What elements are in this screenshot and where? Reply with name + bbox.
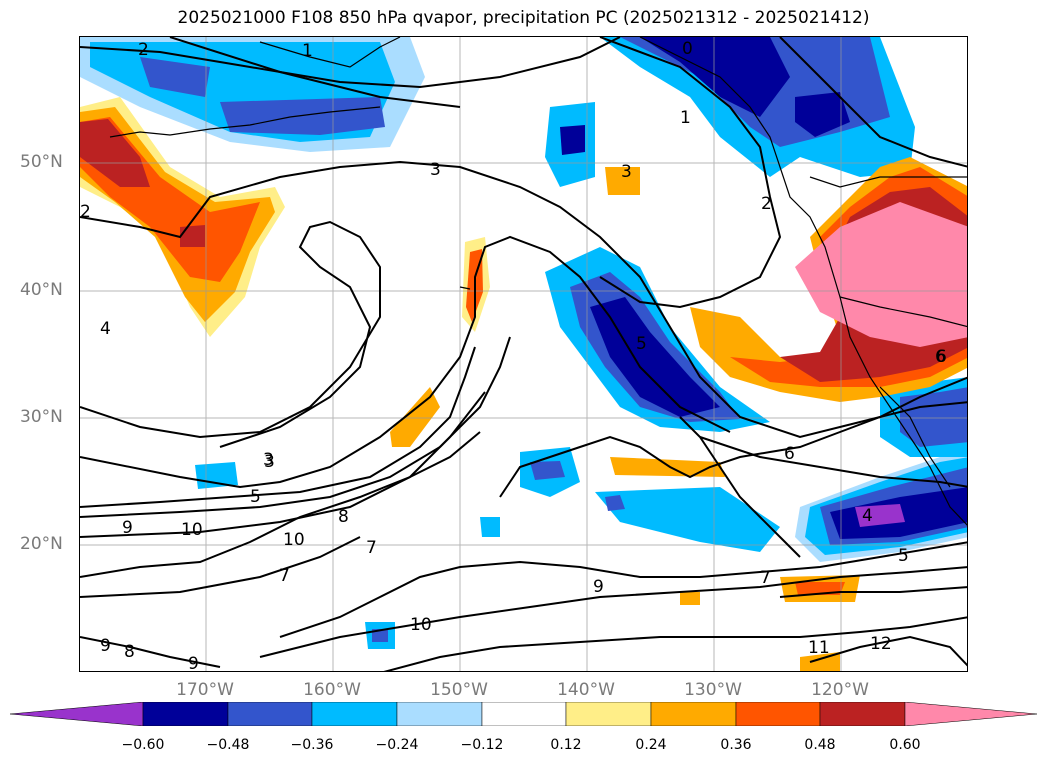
lat-label-50n: 50°N (20, 152, 63, 172)
neg-region-small-2-core (372, 629, 388, 642)
map-panel: 2 1 0 1 3 3 2 2 3 4 5 6 6 3 5 9 10 8 7 1… (79, 36, 968, 672)
contour-label: 6 (936, 347, 947, 367)
contour-label: 0 (682, 39, 693, 59)
colorbar-bin (819, 702, 906, 726)
lon-label-150w: 150°W (430, 680, 488, 700)
neg-region-mexico-mid (900, 387, 967, 447)
contour-label: 4 (100, 319, 111, 339)
colorbar-tick: −0.48 (206, 737, 250, 753)
neg-region-small-3 (480, 517, 500, 537)
neg-region-subtrop2-core (605, 495, 625, 511)
pos-region-east-extreme (795, 202, 967, 347)
contour-label: 9 (593, 577, 604, 597)
contour-label: 2 (761, 194, 772, 214)
contour-label: 9 (188, 654, 199, 672)
map-title: 2025021000 F108 850 hPa qvapor, precipit… (177, 8, 870, 28)
neg-region-baja-extreme (855, 504, 905, 527)
pos-region-small-1 (605, 167, 640, 195)
neg-region-subtrop-core (530, 461, 565, 480)
neg-region-midpac-core (560, 125, 585, 155)
pos-region-small-5 (680, 592, 700, 605)
lon-label-160w: 160°W (303, 680, 361, 700)
pos-region-central2 (390, 387, 440, 447)
colorbar-tick: −0.24 (375, 737, 419, 753)
colorbar-bin (735, 702, 821, 726)
contour-label: 10 (410, 615, 432, 635)
contour-label: 8 (124, 642, 135, 662)
neg-region-subtrop2 (595, 487, 780, 552)
contour-label: 1 (302, 41, 313, 61)
contour-label: 3 (430, 160, 441, 180)
contour-label: 9 (100, 636, 111, 656)
colorbar-tick: −0.12 (460, 737, 504, 753)
colorbar-tick: 0.36 (720, 737, 752, 753)
contour-label: 7 (366, 538, 377, 558)
contour-label: 9 (122, 518, 133, 538)
contour-label: 5 (898, 546, 909, 566)
lon-label-170w: 170°W (176, 680, 234, 700)
contour-label: 5 (250, 487, 261, 507)
colorbar-extend-high (904, 702, 1037, 726)
neg-region-alaska-east (795, 92, 850, 137)
colorbar-bin (311, 702, 398, 726)
colorbar-bin (650, 702, 737, 726)
pos-region-small-2 (610, 457, 725, 477)
contour-label: 6 (935, 347, 946, 367)
contour-label: 11 (808, 638, 830, 658)
lon-label-140w: 140°W (557, 680, 615, 700)
contour-label: 3 (264, 452, 275, 472)
contour-label: 7 (760, 568, 771, 588)
contour-label: 12 (870, 634, 892, 654)
colorbar (10, 702, 1037, 726)
colorbar-tick: 0.60 (889, 737, 921, 753)
colorbar-bin (396, 702, 483, 726)
lon-label-120w: 120°W (811, 680, 869, 700)
coastlines (109, 37, 967, 526)
lon-label-130w: 130°W (684, 680, 742, 700)
contour-label: 2 (138, 40, 149, 60)
graticule (80, 37, 967, 671)
colorbar-tick: 0.24 (635, 737, 667, 753)
lat-label-30n: 30°N (20, 407, 63, 427)
map-canvas: 2 1 0 1 3 3 2 2 3 4 5 6 6 3 5 9 10 8 7 1… (80, 37, 967, 672)
contour-label: 5 (636, 334, 647, 354)
colorbar-bin (481, 702, 567, 726)
colorbar-bin (142, 702, 229, 726)
contour-labels: 2 1 0 1 3 3 2 2 3 4 5 6 6 3 5 9 10 8 7 1… (80, 39, 947, 672)
colorbar-tick: 0.48 (804, 737, 836, 753)
pos-region-nw-core2 (180, 225, 205, 247)
contour-label: 1 (680, 108, 691, 128)
contour-label: 3 (263, 450, 274, 470)
lat-label-40n: 40°N (20, 280, 63, 300)
colorbar-bin (565, 702, 652, 726)
colorbar-tick: −0.60 (121, 737, 165, 753)
contour-label: 6 (784, 444, 795, 464)
colorbar-tick: 0.12 (550, 737, 582, 753)
contour-label: 7 (279, 566, 290, 586)
neg-region-alaska-core (640, 37, 790, 117)
colorbar-bin (227, 702, 313, 726)
contour-label: 10 (181, 520, 203, 540)
contour-label: 4 (862, 506, 873, 526)
colorbar-tick: −0.36 (290, 737, 334, 753)
lat-label-20n: 20°N (20, 534, 63, 554)
contour-label: 10 (283, 530, 305, 550)
neg-region-trough-core (590, 297, 720, 417)
neg-region-aleutian-west (140, 57, 210, 97)
contour-label: 2 (80, 202, 91, 222)
contour-label: 8 (338, 507, 349, 527)
pos-region-nw-core (80, 119, 150, 187)
colorbar-extend-low (10, 702, 144, 726)
contour-label: 3 (621, 162, 632, 182)
contours (80, 37, 967, 671)
